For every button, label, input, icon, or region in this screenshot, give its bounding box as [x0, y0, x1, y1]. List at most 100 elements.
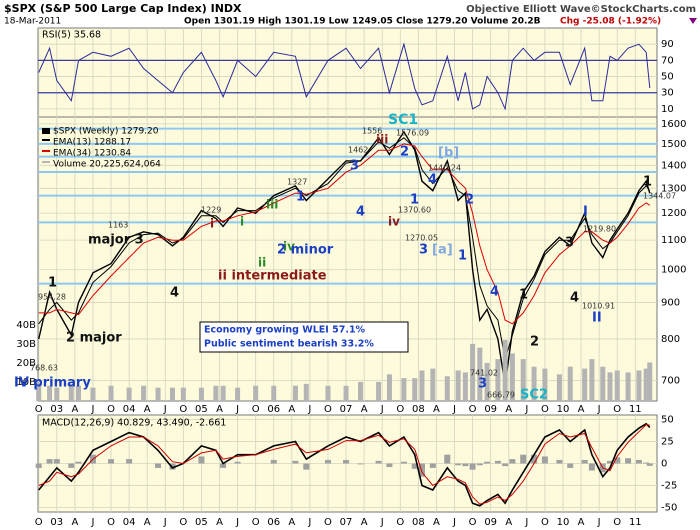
wave-label: 3 — [478, 377, 487, 392]
volume-bar — [68, 383, 74, 401]
wave-label: SC2 — [520, 388, 548, 403]
volume-bar — [430, 368, 436, 401]
wave-label: 1229 — [201, 206, 221, 215]
histogram-bar — [357, 463, 364, 465]
volume-bar — [271, 385, 277, 401]
wave-label: iv — [283, 240, 295, 254]
x-tick-label: A — [144, 404, 151, 415]
x-tick-label: A — [288, 517, 295, 528]
histogram-bar — [411, 463, 418, 469]
histogram-bar — [484, 461, 491, 464]
y-tick-label: 1500 — [661, 139, 686, 150]
x-tick-label: J — [307, 404, 311, 415]
wave-label: 1 — [296, 190, 305, 205]
x-tick-label: 11 — [629, 404, 642, 415]
x-tick-label: 09 — [484, 517, 497, 528]
wave-label: 1219.80 — [583, 225, 616, 234]
volume-bar — [531, 366, 537, 401]
legend-swatch — [42, 128, 50, 134]
wave-label: 1327 — [287, 178, 307, 187]
histogram-bar — [198, 456, 205, 464]
volume-bar — [520, 359, 526, 401]
x-tick-label: O — [179, 517, 187, 528]
histogram-bar — [418, 463, 425, 477]
wave-label: major 3 — [88, 233, 144, 248]
y-tick-label: 1300 — [661, 183, 686, 194]
x-tick-label: A — [433, 404, 440, 415]
volume-bar — [542, 368, 548, 401]
x-tick-label: O — [613, 517, 621, 528]
y2-tick-label: 10B — [16, 377, 36, 388]
x-tick-label: J — [597, 404, 601, 415]
wave-label: 4 — [490, 285, 499, 300]
histogram-bar — [520, 454, 527, 464]
wave-label: 1270.05 — [405, 234, 438, 243]
x-tick-label: O — [252, 404, 260, 415]
volume-bar — [54, 387, 60, 401]
legend-swatch — [42, 150, 50, 152]
legend-label: RSI(5) 35.68 — [42, 30, 101, 41]
series-line — [38, 143, 651, 325]
volume-bar — [170, 387, 176, 401]
x-tick-label: 05 — [195, 517, 208, 528]
x-tick-label: 07 — [340, 404, 353, 415]
volume-bar — [636, 370, 642, 401]
volume-bar — [477, 347, 483, 401]
x-tick-label: O — [541, 404, 549, 415]
wave-label: 1462 — [348, 146, 368, 155]
wave-label: 1163 — [108, 221, 128, 230]
y2-tick-label: 20B — [16, 358, 36, 369]
y-tick-label: 90 — [661, 39, 674, 50]
wave-label: [b] — [438, 146, 459, 161]
wave-label: 4 — [356, 205, 365, 220]
date: 18-Mar-2011 — [4, 17, 61, 27]
wave-label: 1576.09 — [396, 129, 429, 138]
volume-bar — [376, 381, 382, 401]
volume-bar — [401, 378, 407, 401]
volume-bar — [180, 387, 186, 401]
wave-label: 2 — [465, 193, 474, 208]
x-tick-label: A — [71, 517, 78, 528]
x-tick-label: J — [597, 517, 601, 528]
histogram-bar — [476, 463, 483, 466]
x-tick-label: A — [433, 517, 440, 528]
wave-label: IV primary — [14, 376, 91, 391]
wave-label: 1 — [643, 175, 652, 190]
x-tick-label: O — [613, 404, 621, 415]
histogram-bar — [614, 457, 621, 464]
x-tick-label: O — [324, 404, 332, 415]
volume-bar — [495, 359, 501, 401]
x-tick-label: 10 — [557, 517, 570, 528]
volume-bar — [325, 385, 331, 401]
volume-bar — [412, 378, 418, 401]
note: Economy growing WLEI 57.1% — [204, 325, 366, 336]
y-tick-label: 800 — [661, 334, 680, 345]
volume-bar — [235, 387, 241, 401]
x-tick-label: A — [578, 404, 585, 415]
x-tick-label: A — [216, 517, 223, 528]
volume-bar — [462, 372, 468, 401]
wave-label: I — [583, 205, 588, 220]
wave-label: iv — [388, 215, 400, 229]
wave-label: 4 — [428, 173, 437, 188]
x-tick-label: O — [396, 517, 404, 528]
legend-swatch — [42, 161, 50, 163]
legend-label: EMA(13) 1288.17 — [53, 138, 131, 148]
wave-label: 4 — [570, 291, 579, 306]
symbol: $SPX (S&P 500 Large Cap Index) INDX — [4, 2, 242, 15]
x-tick-label: J — [307, 517, 311, 528]
marks-layer — [35, 42, 653, 507]
histogram-bar — [588, 463, 595, 471]
x-tick-label: 06 — [267, 404, 280, 415]
x-tick-label: J — [235, 404, 239, 415]
x-tick-label: O — [396, 404, 404, 415]
x-tick-label: O — [324, 517, 332, 528]
x-tick-label: 08 — [412, 517, 425, 528]
y-tick-label: 1000 — [661, 265, 686, 276]
histogram-bar — [126, 459, 133, 464]
volume-bar — [303, 383, 309, 401]
x-tick-label: J — [163, 404, 167, 415]
volume-bar — [607, 372, 613, 401]
histogram-bar — [455, 463, 462, 466]
